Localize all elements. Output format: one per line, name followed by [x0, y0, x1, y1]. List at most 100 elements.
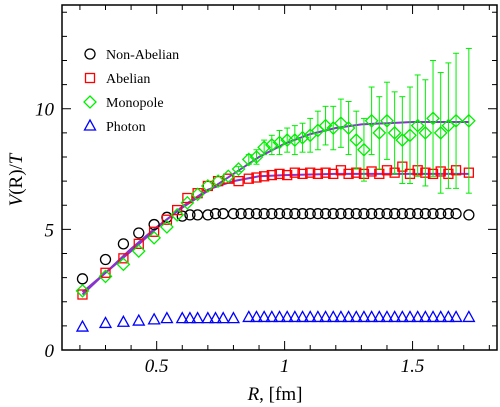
data-point-non-abelian	[258, 208, 270, 220]
data-point-photon	[411, 310, 425, 323]
data-point-monopole	[231, 162, 246, 176]
data-point-photon	[132, 313, 146, 326]
data-point-photon	[441, 310, 455, 323]
data-point-photon	[311, 310, 325, 323]
data-point-photon	[318, 310, 333, 323]
error-bar	[261, 139, 268, 156]
data-point-monopole	[98, 269, 113, 284]
data-point-non-abelian	[327, 208, 339, 220]
data-point-abelian	[381, 165, 393, 176]
data-point-non-abelian	[148, 218, 160, 231]
data-point-monopole	[349, 133, 364, 148]
data-point-abelian	[77, 289, 88, 300]
data-point-abelian	[297, 168, 308, 180]
series-non-abelian	[76, 208, 475, 285]
legend-item-non-abelian: Non-Abelian	[84, 48, 179, 63]
data-point-abelian	[266, 169, 277, 181]
data-point-monopole	[221, 169, 236, 184]
data-point-non-abelian	[335, 208, 347, 220]
error-bar	[445, 62, 452, 189]
y-axis-label-var1: V	[6, 192, 27, 206]
legend: Non-Abelian Abelian Monopole Photon	[83, 48, 179, 135]
data-point-abelian	[305, 167, 316, 178]
data-point-photon	[265, 310, 279, 323]
data-point-photon	[449, 310, 463, 323]
data-point-non-abelian	[312, 208, 324, 220]
error-bar	[284, 127, 291, 153]
legend-label: Monopole	[106, 96, 164, 111]
data-point-non-abelian	[427, 208, 439, 220]
y-tick-label: 5	[45, 220, 55, 241]
data-point-non-abelian	[304, 208, 316, 220]
legend-marker-square	[84, 72, 96, 84]
data-point-photon	[288, 310, 302, 323]
series-photon	[75, 310, 476, 332]
data-point-photon	[349, 310, 363, 323]
data-point-photon	[341, 310, 356, 323]
data-point-photon	[462, 310, 476, 323]
data-point-monopole	[272, 135, 287, 150]
data-point-non-abelian	[235, 208, 247, 220]
data-point-monopole	[170, 207, 185, 222]
data-point-non-abelian	[319, 208, 332, 220]
data-point-monopole	[147, 230, 162, 245]
legend-marker-triangle	[83, 118, 97, 131]
data-point-monopole	[387, 125, 402, 140]
y-axis-label: V(R)/T	[6, 152, 27, 206]
data-point-monopole	[287, 133, 302, 148]
data-point-monopole	[264, 138, 279, 152]
error-bar	[407, 86, 413, 185]
data-point-abelian	[212, 175, 224, 187]
data-point-photon	[208, 311, 223, 324]
data-point-non-abelian	[99, 253, 112, 266]
error-bar	[235, 166, 242, 172]
data-point-abelian	[335, 165, 347, 176]
data-point-monopole	[410, 118, 425, 133]
data-point-non-abelian	[250, 208, 263, 220]
error-bar	[422, 79, 429, 187]
data-point-non-abelian	[381, 208, 393, 220]
series-abelian	[77, 161, 475, 300]
error-bar	[383, 81, 390, 160]
data-point-abelian	[171, 204, 183, 216]
data-point-photon	[418, 310, 432, 323]
data-point-monopole	[257, 140, 272, 155]
error-bar	[353, 110, 360, 170]
data-point-monopole	[249, 150, 264, 164]
data-point-photon	[426, 310, 440, 323]
data-point-photon	[226, 311, 241, 324]
error-bar	[376, 96, 383, 170]
error-bar	[453, 52, 460, 189]
error-bar	[430, 59, 437, 177]
error-bar	[368, 86, 375, 156]
data-point-photon	[160, 311, 174, 324]
x-axis-label: R, [fm]	[247, 384, 303, 405]
data-point-non-abelian	[435, 208, 447, 220]
data-point-abelian	[343, 168, 354, 180]
error-bar	[360, 117, 367, 182]
data-point-photon	[75, 319, 90, 332]
data-point-non-abelian	[117, 238, 130, 250]
axis-ticks: 0.5 1 1.5 0 5 10	[35, 5, 497, 377]
x-tick-label: 1	[280, 356, 290, 377]
data-point-non-abelian	[350, 208, 362, 220]
data-point-photon	[380, 310, 394, 323]
data-point-photon	[280, 310, 294, 323]
legend-label: Abelian	[106, 72, 150, 87]
error-bar	[399, 96, 406, 185]
data-point-non-abelian	[76, 273, 89, 285]
data-point-monopole	[241, 152, 256, 167]
data-point-photon	[257, 310, 271, 323]
data-point-non-abelian	[442, 208, 455, 220]
data-point-monopole	[116, 257, 131, 272]
data-point-abelian	[118, 253, 129, 264]
data-point-monopole	[433, 125, 448, 140]
data-point-non-abelian	[289, 208, 301, 220]
legend-item-abelian: Abelian	[84, 72, 150, 87]
data-point-abelian	[366, 166, 377, 177]
data-point-photon	[372, 310, 386, 323]
error-bar	[465, 47, 472, 194]
plot-frame	[61, 4, 498, 351]
data-point-monopole	[372, 125, 387, 140]
